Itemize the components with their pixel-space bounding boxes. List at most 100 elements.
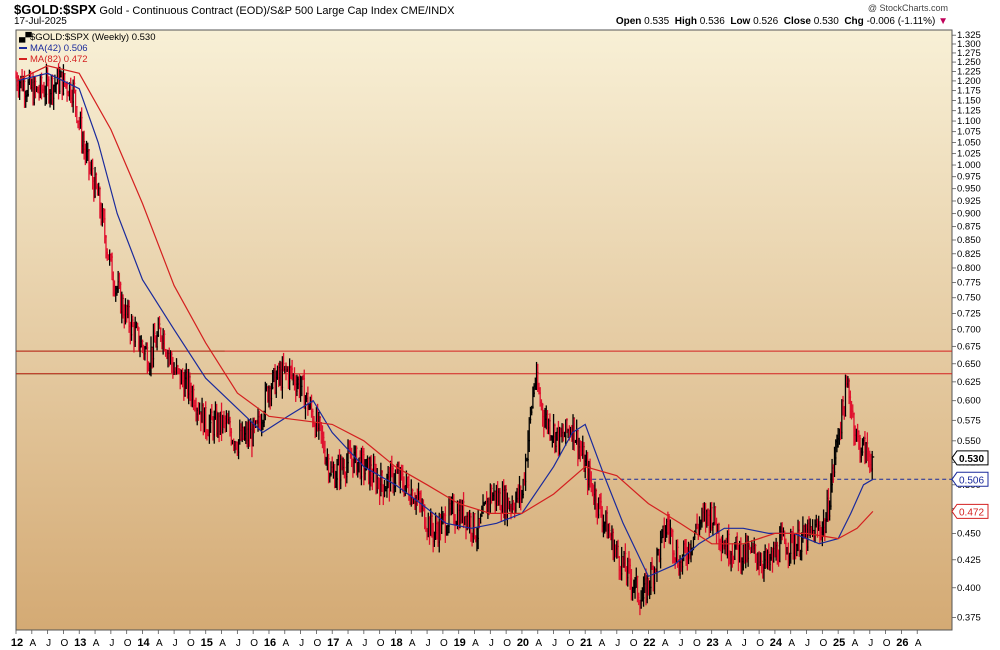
price-label-box: [951, 471, 989, 487]
down-arrow-icon: ▼: [938, 16, 948, 27]
x-tick-label: J: [299, 638, 304, 649]
price-label-text: 0.472: [959, 507, 984, 518]
legend-icon: ▄▀: [19, 31, 32, 43]
x-tick-label: O: [566, 638, 574, 649]
y-tick-label: 0.400: [957, 583, 981, 594]
open-label: Open: [615, 16, 642, 27]
x-tick-label: A: [788, 638, 795, 649]
chart-date: 17-Jul-2025: [14, 16, 67, 27]
y-tick-label: 0.750: [957, 293, 981, 304]
ohlc-readout: Open 0.535 High 0.536 Low 0.526 Close 0.…: [616, 16, 948, 27]
price-label-text: 0.530: [959, 454, 984, 465]
x-tick-label: A: [346, 638, 353, 649]
low-value: 0.526: [753, 16, 779, 27]
x-tick-label: 24: [770, 637, 783, 649]
chg-value: -0.006 (-1.11%): [866, 16, 936, 27]
ma82-line: [15, 65, 874, 545]
x-tick-label: 14: [137, 637, 150, 649]
x-tick-label: J: [362, 638, 367, 649]
y-tick-label: 0.925: [957, 196, 981, 207]
x-tick-label: O: [377, 638, 385, 649]
low-label: Low: [730, 16, 751, 27]
x-tick-label: O: [503, 638, 511, 649]
x-tick-label: J: [615, 638, 620, 649]
y-tick-label: 0.650: [957, 359, 981, 370]
y-tick-label: 0.450: [957, 528, 981, 539]
x-tick-label: J: [805, 638, 810, 649]
x-tick-label: O: [314, 638, 322, 649]
y-tick-label: 1.150: [957, 96, 981, 107]
y-tick-label: 0.875: [957, 222, 981, 233]
x-tick-label: J: [236, 638, 241, 649]
x-tick-label: 15: [201, 637, 213, 649]
legend-entry: MA(42) 0.506: [30, 43, 88, 54]
x-tick-label: O: [883, 638, 891, 649]
x-tick-label: A: [29, 638, 36, 649]
x-tick-label: J: [552, 638, 557, 649]
x-tick-label: O: [693, 638, 701, 649]
price-label: 0.530: [951, 450, 989, 466]
x-tick-label: J: [742, 638, 747, 649]
x-tick-label: 17: [327, 637, 339, 649]
y-tick-label: 0.850: [957, 235, 981, 246]
y-tick-label: 1.200: [957, 76, 981, 87]
y-tick-label: 1.100: [957, 116, 981, 127]
y-tick-label: 1.275: [957, 48, 981, 59]
y-tick-label: 1.025: [957, 149, 981, 160]
x-tick-label: A: [599, 638, 606, 649]
chg-label: Chg: [844, 16, 864, 27]
x-tick-label: 16: [264, 637, 276, 649]
x-tick-label: A: [915, 638, 922, 649]
plot-background: [15, 29, 953, 631]
y-tick-label: 0.825: [957, 249, 981, 260]
legend-entry: $GOLD:$SPX (Weekly) 0.530: [30, 32, 156, 43]
price-label-box: [951, 450, 989, 466]
description: Gold - Continuous Contract (EOD)/S&P 500…: [99, 5, 398, 17]
y-tick-label: 0.700: [957, 325, 981, 336]
x-tick-label: 26: [896, 637, 908, 649]
x-tick-label: A: [662, 638, 669, 649]
watermark: @ StockCharts.com: [867, 3, 948, 13]
price-label: 0.506: [951, 471, 989, 487]
y-tick-label: 1.225: [957, 66, 981, 77]
x-tick-label: J: [46, 638, 51, 649]
y-tick-label: 0.975: [957, 172, 981, 183]
open-value: 0.535: [644, 16, 670, 27]
x-tick-label: A: [852, 638, 859, 649]
x-tick-label: O: [819, 638, 827, 649]
y-tick-label: 0.375: [957, 613, 981, 624]
x-tick-label: 20: [517, 637, 529, 649]
chart-title: $GOLD:$SPX Gold - Continuous Contract (E…: [14, 2, 454, 17]
x-tick-label: J: [173, 638, 178, 649]
y-tick-label: 1.125: [957, 106, 981, 117]
x-tick-label: O: [756, 638, 764, 649]
x-tick-label: J: [109, 638, 114, 649]
y-tick-label: 0.775: [957, 278, 981, 289]
x-tick-label: A: [219, 638, 226, 649]
high-label: High: [674, 16, 697, 27]
close-label: Close: [783, 16, 811, 27]
x-tick-label: O: [440, 638, 448, 649]
x-tick-label: A: [725, 638, 732, 649]
x-tick-label: 12: [11, 637, 23, 649]
y-tick-label: 0.425: [957, 555, 981, 566]
y-tick-label: 0.600: [957, 396, 981, 407]
x-tick-label: O: [187, 638, 195, 649]
price-label: 0.472: [951, 503, 989, 519]
close-value: 0.530: [813, 16, 839, 27]
x-tick-label: 19: [454, 637, 466, 649]
x-tick-label: J: [679, 638, 684, 649]
x-tick-label: O: [124, 638, 132, 649]
x-tick-label: O: [630, 638, 638, 649]
y-tick-label: 1.300: [957, 39, 981, 50]
symbol: $GOLD:$SPX: [14, 2, 97, 17]
x-tick-label: A: [535, 638, 542, 649]
x-tick-label: J: [426, 638, 431, 649]
x-tick-label: 25: [833, 637, 845, 649]
x-tick-label: A: [282, 638, 289, 649]
x-tick-label: A: [93, 638, 100, 649]
x-tick-label: O: [61, 638, 69, 649]
y-tick-label: 0.900: [957, 209, 981, 220]
x-tick-label: 13: [74, 637, 86, 649]
